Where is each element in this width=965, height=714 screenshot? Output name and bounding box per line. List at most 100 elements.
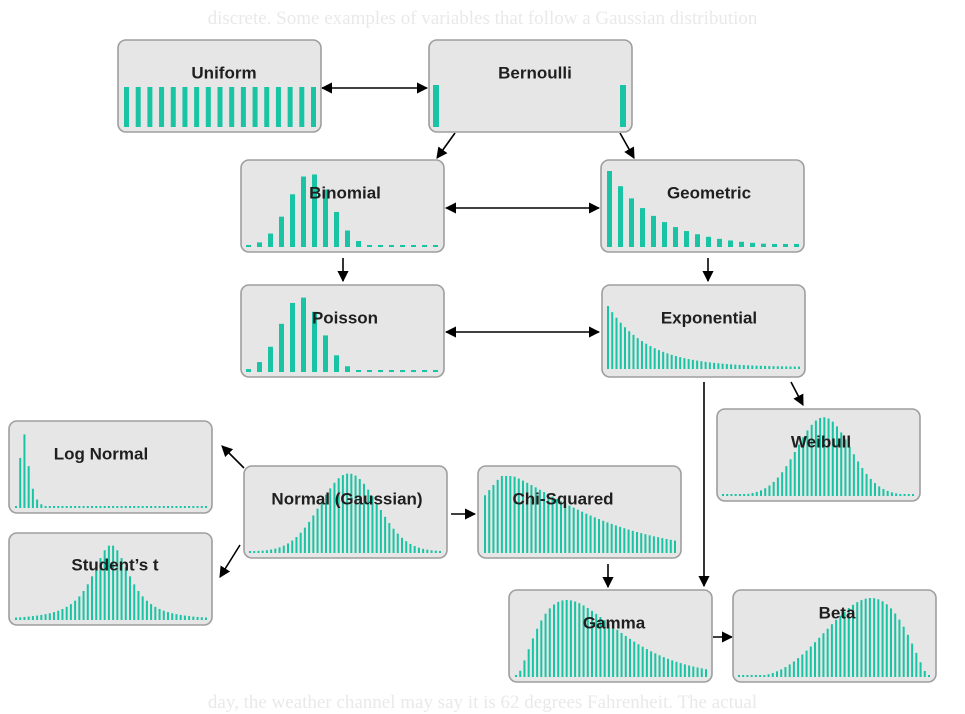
distribution-bar bbox=[124, 87, 129, 127]
node-label: Geometric bbox=[667, 183, 751, 202]
distribution-bar bbox=[673, 227, 678, 247]
distribution-bar bbox=[721, 363, 724, 369]
distribution-bar bbox=[379, 510, 382, 553]
distribution-bar bbox=[120, 558, 123, 620]
node-box bbox=[508, 589, 713, 683]
distribution-bar bbox=[844, 439, 847, 496]
distribution-bar bbox=[484, 495, 486, 553]
node-poisson: Poisson bbox=[240, 284, 445, 378]
node-box bbox=[601, 284, 806, 378]
distribution-bar bbox=[781, 472, 784, 496]
distribution-bar bbox=[645, 649, 648, 677]
distribution-bar bbox=[631, 530, 634, 553]
distribution-bar bbox=[333, 482, 336, 553]
distribution-bar bbox=[257, 242, 262, 247]
distribution-bar bbox=[27, 466, 30, 508]
arrow-bernoulli-binomial bbox=[436, 132, 456, 159]
distribution-bar bbox=[658, 655, 661, 677]
distribution-bar bbox=[513, 476, 516, 553]
distribution-bar bbox=[500, 476, 503, 553]
node-lognormal: Log Normal bbox=[8, 420, 213, 514]
distribution-bar bbox=[823, 417, 826, 496]
distribution-bar bbox=[667, 658, 669, 677]
distribution-bar bbox=[814, 642, 816, 677]
distribution-bar bbox=[730, 364, 733, 369]
distribution-bar bbox=[607, 623, 610, 677]
distribution-bar bbox=[74, 600, 77, 620]
distribution-bar bbox=[345, 366, 350, 372]
distribution-bar bbox=[116, 506, 119, 508]
distribution-bar bbox=[688, 665, 691, 677]
distribution-bar bbox=[911, 643, 914, 677]
distribution-bar bbox=[82, 591, 85, 620]
distribution-bar bbox=[781, 366, 784, 369]
distribution-bar bbox=[869, 478, 872, 496]
node-label: Gamma bbox=[583, 613, 646, 632]
distribution-bar bbox=[53, 506, 55, 508]
distribution-bar bbox=[400, 370, 405, 372]
distribution-bar bbox=[802, 437, 805, 496]
distribution-bar bbox=[312, 311, 317, 372]
distribution-bar bbox=[253, 551, 256, 553]
distribution-bar bbox=[334, 211, 339, 247]
distribution-bar bbox=[325, 494, 327, 553]
distribution-bar bbox=[669, 539, 672, 553]
node-label: Chi-Squared bbox=[512, 489, 613, 508]
distribution-bar bbox=[848, 446, 851, 496]
distribution-bar bbox=[754, 675, 757, 677]
distribution-bar bbox=[488, 490, 491, 553]
distribution-bar bbox=[264, 87, 270, 127]
distribution-bar bbox=[268, 346, 273, 372]
distribution-bar bbox=[738, 364, 741, 369]
distribution-bar bbox=[200, 506, 203, 508]
node-studentt: Student’s t bbox=[8, 532, 213, 626]
distribution-bar bbox=[747, 365, 750, 369]
distribution-bar bbox=[183, 506, 186, 508]
distribution-bar bbox=[534, 487, 537, 553]
distribution-bar bbox=[129, 576, 131, 620]
distribution-bar bbox=[606, 522, 609, 553]
distribution-bar bbox=[793, 452, 796, 496]
distribution-bar bbox=[822, 633, 825, 677]
distribution-bar bbox=[611, 312, 614, 369]
distribution-bar bbox=[717, 238, 722, 247]
distribution-bar bbox=[654, 653, 657, 677]
distribution-bar bbox=[103, 550, 106, 620]
node-box bbox=[477, 465, 682, 559]
distribution-bar bbox=[107, 506, 110, 508]
distribution-bar bbox=[788, 664, 791, 677]
distribution-bar bbox=[857, 461, 860, 496]
distribution-bar bbox=[636, 338, 639, 369]
distribution-bar bbox=[279, 323, 284, 372]
distribution-bar bbox=[614, 525, 617, 553]
distribution-bar bbox=[417, 547, 420, 553]
distribution-bar bbox=[768, 366, 771, 369]
distribution-bar bbox=[847, 608, 850, 677]
distribution-bar bbox=[713, 362, 716, 369]
distribution-bar bbox=[652, 536, 655, 553]
distribution-bar bbox=[133, 506, 136, 508]
distribution-bar bbox=[205, 506, 207, 508]
distribution-bar bbox=[116, 550, 119, 620]
bar-group bbox=[607, 306, 800, 369]
distribution-bar bbox=[358, 479, 361, 553]
background-text-top: discrete. Some examples of variables tha… bbox=[207, 8, 758, 29]
distribution-bar bbox=[287, 543, 289, 553]
distribution-bar bbox=[640, 208, 645, 247]
distribution-bar bbox=[74, 506, 77, 508]
distribution-bar bbox=[856, 602, 859, 677]
distribution-bar bbox=[747, 493, 750, 496]
distribution-bar bbox=[192, 616, 195, 620]
arrow-normal-lognormal bbox=[221, 445, 245, 469]
distribution-bar bbox=[902, 626, 905, 677]
distribution-bar bbox=[636, 532, 638, 553]
distribution-bar bbox=[670, 354, 673, 369]
background-text-bottom: day, the weather channel may say it is 6… bbox=[207, 692, 758, 713]
distribution-bar bbox=[696, 667, 699, 677]
distribution-bar bbox=[150, 506, 153, 508]
distribution-bar bbox=[633, 641, 636, 677]
distribution-bar bbox=[312, 515, 315, 553]
distribution-bar bbox=[175, 506, 178, 508]
distribution-bar bbox=[279, 216, 284, 247]
node-bernoulli: Bernoulli bbox=[428, 39, 633, 133]
